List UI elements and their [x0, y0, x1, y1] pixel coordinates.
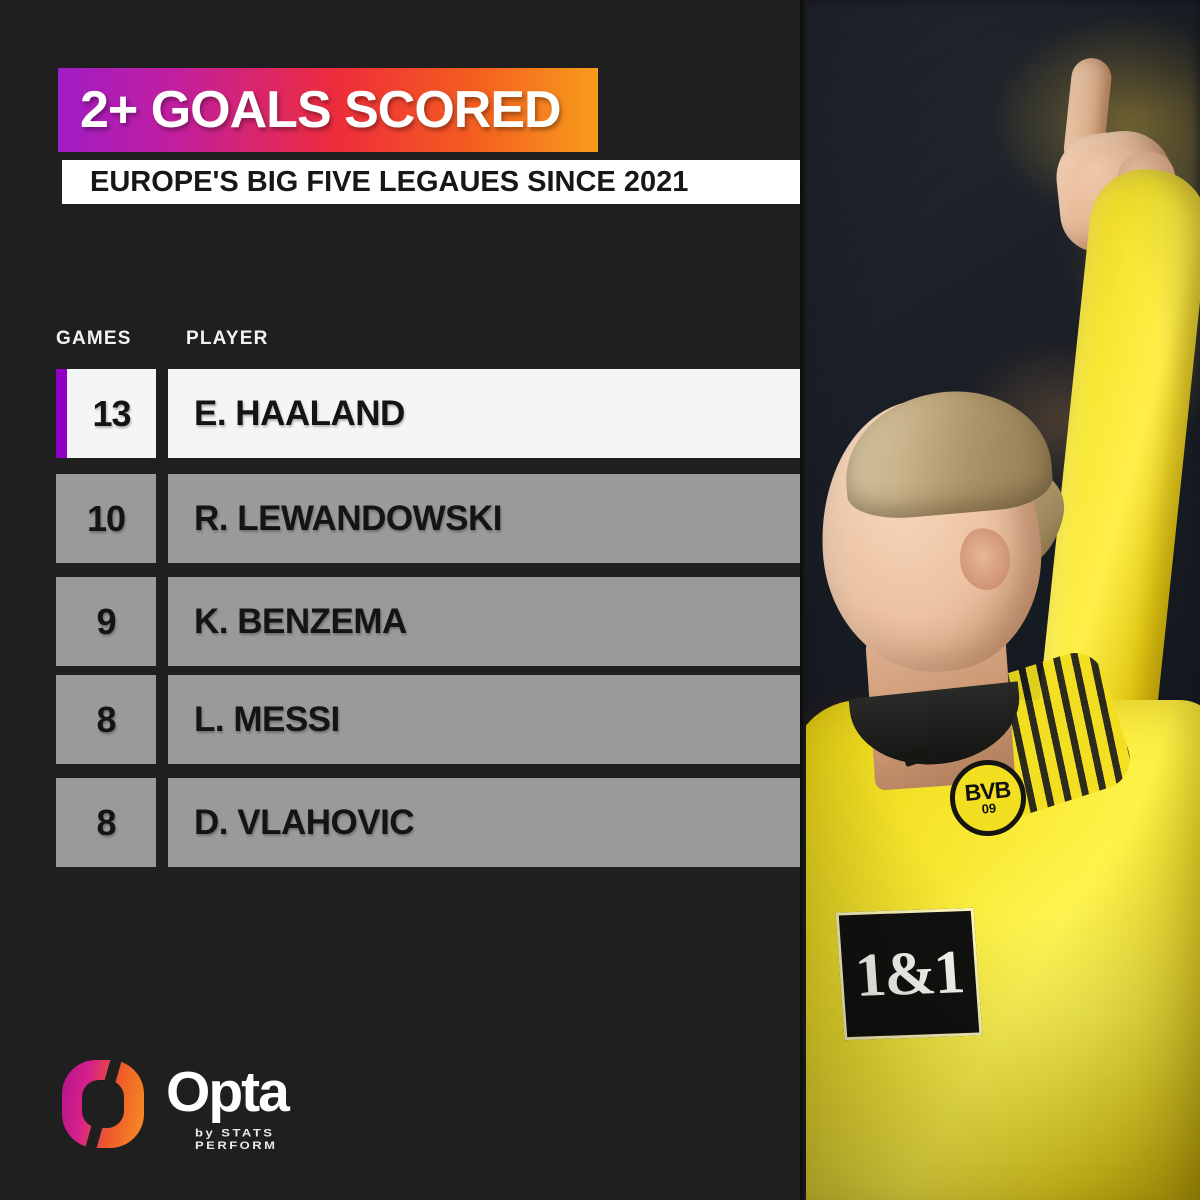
player-cell: L. MESSI	[168, 675, 800, 764]
games-cell: 8	[56, 675, 156, 764]
games-value: 8	[96, 698, 116, 740]
photo-vignette	[800, 0, 1200, 1200]
opta-logo: Opta by STATS PERFORM	[62, 1052, 362, 1156]
games-value: 13	[92, 392, 131, 434]
games-cell: 9	[56, 577, 156, 666]
page-subtitle: EUROPE'S BIG FIVE LEGAUES SINCE 2021	[90, 165, 689, 198]
player-cell: R. LEWANDOWSKI	[168, 474, 800, 563]
player-value: K. BENZEMA	[194, 601, 407, 641]
games-cell: 8	[56, 778, 156, 867]
column-header-games: GAMES	[56, 328, 132, 349]
games-value: 8	[96, 801, 116, 843]
games-cell: 10	[56, 474, 156, 563]
table-column-headers: GAMES PLAYER	[56, 328, 756, 354]
games-value: 9	[96, 600, 116, 642]
player-value: R. LEWANDOWSKI	[194, 498, 502, 538]
player-value: E. HAALAND	[194, 393, 405, 433]
games-value: 10	[86, 497, 126, 539]
content-panel: 2+ GOALS SCORED EUROPE'S BIG FIVE LEGAUE…	[56, 68, 814, 1156]
column-header-player: PLAYER	[186, 328, 269, 349]
opta-tagline: by STATS PERFORM	[195, 1126, 278, 1152]
player-value: D. VLAHOVIC	[194, 802, 415, 842]
player-photo: ★ BVB 09 1&1	[800, 0, 1200, 1200]
player-value: L. MESSI	[194, 699, 340, 739]
subtitle-banner: EUROPE'S BIG FIVE LEGAUES SINCE 2021	[62, 160, 814, 204]
player-cell: K. BENZEMA	[168, 577, 800, 666]
opta-wordmark: Opta	[166, 1060, 290, 1124]
panel-divider	[800, 0, 806, 1200]
page-title: 2+ GOALS SCORED	[80, 81, 562, 139]
row-accent-bar	[56, 369, 67, 458]
player-cell: D. VLAHOVIC	[168, 778, 800, 867]
title-banner: 2+ GOALS SCORED	[58, 68, 598, 152]
games-cell: 13	[67, 369, 156, 458]
player-cell: E. HAALAND	[168, 369, 800, 458]
opta-mark-icon	[62, 1052, 144, 1156]
